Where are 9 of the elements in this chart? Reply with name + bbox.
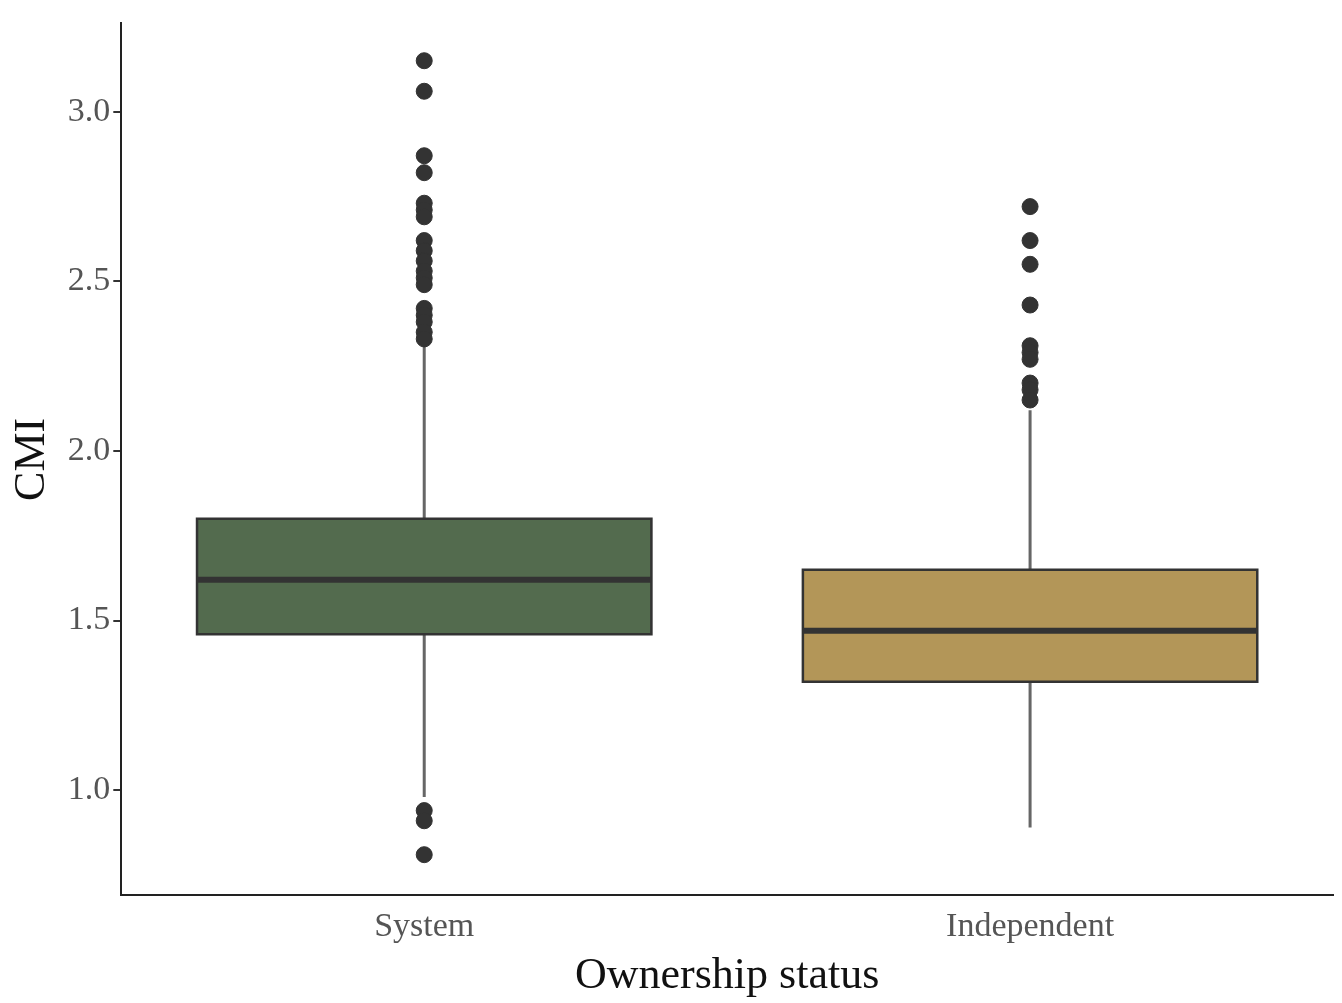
y-tick-label: 1.0 bbox=[67, 769, 111, 807]
x-axis-title: Ownership status bbox=[574, 949, 880, 999]
x-tick-label: System bbox=[374, 905, 475, 943]
y-tick-label: 3.0 bbox=[67, 90, 111, 128]
y-axis-title: CMI bbox=[4, 417, 54, 501]
y-tick-label: 2.0 bbox=[67, 429, 111, 467]
y-tick-label: 2.5 bbox=[67, 260, 111, 298]
x-tick-label: Independent bbox=[946, 905, 1115, 943]
y-tick-label: 1.5 bbox=[67, 599, 111, 637]
